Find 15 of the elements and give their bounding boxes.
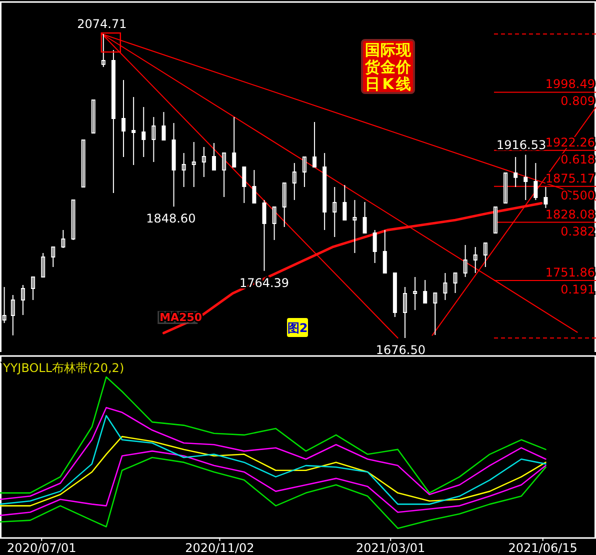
annotation: 2074.71 <box>77 17 127 31</box>
chart-title: YYJBOLL布林带(20,2) <box>2 361 124 375</box>
annotation: 1676.50 <box>376 343 426 357</box>
annotation: 图2 <box>287 321 308 335</box>
text: 国际现货金价日K线 <box>364 41 412 93</box>
x-tick-label: 2020/11/02 <box>185 541 254 555</box>
ref-line-label: 1998.49 0.809 <box>545 77 595 108</box>
ref-line-label: 1751.86 0.191 <box>545 265 595 296</box>
annotation: 1848.60 <box>146 212 196 226</box>
x-tick-label: 2020/07/01 <box>7 541 76 555</box>
x-tick-label: 2021/06/15 <box>508 541 578 555</box>
annotation: 1916.53 <box>496 138 546 152</box>
x-tick-label: 2021/03/01 <box>356 541 426 555</box>
series-label: MA250 <box>160 311 202 324</box>
ref-line-label: 1828.08 0.382 <box>545 207 595 238</box>
